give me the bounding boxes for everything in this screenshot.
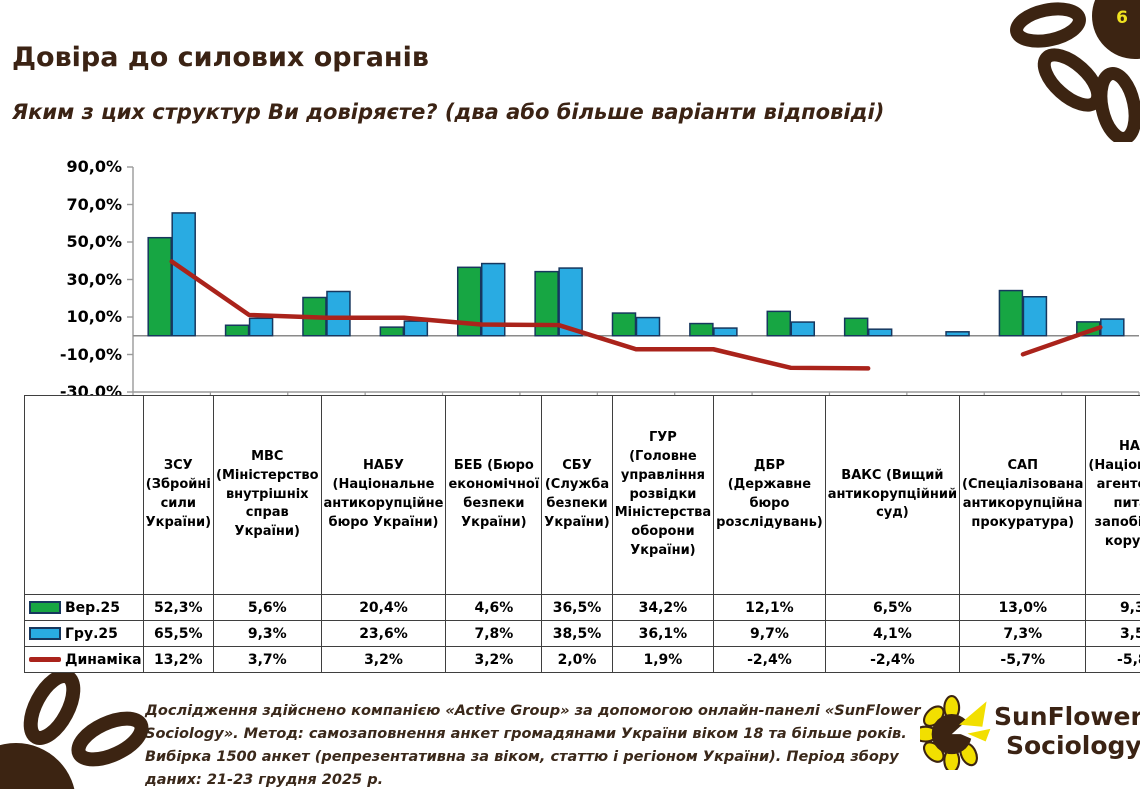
legend-label: Гру.25 — [65, 625, 118, 642]
legend-swatch-blue-bar-icon — [29, 627, 61, 640]
value-cell-1-5: 36,1% — [611, 620, 715, 647]
bar-Гру.25-1 — [248, 317, 274, 337]
value-cell-1-9: 3,5% — [1085, 620, 1140, 647]
value-cell-1-3: 7,8% — [445, 620, 543, 647]
logo-text-line2: Sociology — [1006, 731, 1140, 760]
value-cell-2-7: -2,4% — [824, 646, 961, 673]
bar-Вер.25-0 — [147, 236, 172, 337]
value-cell-2-5: 1,9% — [611, 646, 715, 673]
bar-Вер.25-11 — [998, 289, 1024, 337]
column-header-3: БЕБ (Бюро економічної безпеки України) — [445, 395, 543, 595]
value-cell-0-3: 4,6% — [445, 594, 543, 621]
chart-question-subtitle: Яким з цих структур Ви довіряєте? (два а… — [12, 100, 885, 124]
bar-Вер.25-4 — [456, 266, 482, 337]
bar-Гру.25-10 — [945, 331, 970, 337]
value-cell-0-0: 52,3% — [142, 594, 215, 621]
dynamics-line — [169, 259, 871, 371]
column-header-9: НАЗК (Національне агентство з питань зап… — [1085, 395, 1140, 595]
value-cell-2-9: -5,8% — [1085, 646, 1140, 673]
value-cell-2-1: 3,7% — [213, 646, 322, 673]
value-cell-2-3: 3,2% — [445, 646, 543, 673]
value-cell-0-7: 6,5% — [824, 594, 961, 621]
value-cell-1-4: 38,5% — [541, 620, 613, 647]
bar-Вер.25-5 — [534, 270, 559, 337]
value-cell-2-8: -5,7% — [959, 646, 1087, 673]
flower-decoration-bottom-left — [0, 669, 149, 789]
value-cell-1-8: 7,3% — [959, 620, 1087, 647]
y-axis-tick-label: 70,0% — [66, 194, 122, 214]
bar-Гру.25-7 — [713, 327, 738, 337]
value-cell-1-6: 9,7% — [713, 620, 826, 647]
value-cell-2-2: 3,2% — [320, 646, 447, 673]
column-header-6: ДБР (Державне бюро розслідувань) — [713, 395, 826, 595]
table-row-Динаміка: Динаміка 13,2% 3,7% 3,2% 3,2% 2,0% 1,9% -2,4% -2… — [24, 646, 1140, 673]
bar-Вер.25-3 — [379, 326, 405, 337]
legend-label: Динаміка — [65, 651, 142, 668]
bar-Гру.25-3 — [403, 320, 429, 337]
value-cell-0-1: 5,6% — [213, 594, 322, 621]
legend-swatch-green-bar-icon — [29, 601, 61, 614]
column-header-7: ВАКС (Вищий антикорупційний суд) — [824, 395, 961, 595]
legend-swatch-red-line-icon — [29, 657, 61, 662]
y-axis-tick-label: 90,0% — [66, 157, 122, 176]
value-cell-2-4: 2,0% — [541, 646, 613, 673]
table-row-Гру.25: Гру.25 65,5% 9,3% 23,6% 7,8% 38,5% 36,1% 9,7% 4,… — [24, 620, 1140, 647]
y-axis-tick-label: -10,0% — [59, 344, 122, 364]
column-header-1: МВС (Міністерство внутрішніх справ Украї… — [213, 395, 322, 595]
bar-Гру.25-11 — [1022, 296, 1048, 337]
y-axis-tick-label: 30,0% — [66, 269, 122, 289]
legend-label: Вер.25 — [65, 599, 120, 616]
legend-header-cell — [24, 395, 144, 595]
bar-Гру.25-2 — [326, 290, 351, 337]
bar-Вер.25-12 — [1076, 321, 1101, 337]
bar-Гру.25-6 — [635, 316, 661, 337]
legend-cell: Динаміка — [24, 646, 144, 673]
column-header-2: НАБУ (Національне антикорупційне бюро Ук… — [320, 395, 447, 595]
value-cell-0-9: 9,3% — [1085, 594, 1140, 621]
bar-Гру.25-0 — [171, 212, 196, 337]
y-axis-tick-label: 50,0% — [66, 232, 122, 251]
column-header-0: ЗСУ (Збройні сили України) — [142, 395, 215, 595]
chart-data-table: ЗСУ (Збройні сили України) МВС (Міністерс… — [24, 395, 1140, 673]
bar-Вер.25-1 — [224, 324, 250, 337]
value-cell-1-1: 9,3% — [213, 620, 322, 647]
dynamics-line — [1020, 325, 1103, 357]
y-axis-tick-label: 10,0% — [66, 307, 122, 326]
bar-Вер.25-9 — [843, 317, 869, 337]
value-cell-1-2: 23,6% — [320, 620, 447, 647]
bar-Вер.25-2 — [302, 296, 327, 337]
table-row-Вер.25: Вер.25 52,3% 5,6% 20,4% 4,6% 36,5% 34,2% 12,1% 6… — [24, 594, 1140, 621]
value-cell-2-0: 13,2% — [142, 646, 215, 673]
value-cell-0-8: 13,0% — [959, 594, 1087, 621]
value-cell-0-6: 12,1% — [713, 594, 826, 621]
page-number: 6 — [1116, 8, 1128, 28]
value-cell-0-2: 20,4% — [320, 594, 447, 621]
legend-cell: Вер.25 — [24, 594, 144, 621]
bar-Гру.25-12 — [1100, 318, 1125, 337]
bar-Гру.25-8 — [790, 321, 816, 337]
bar-Вер.25-8 — [766, 310, 792, 337]
column-header-5: ГУР (Головне управління розвідки Міністе… — [611, 395, 715, 595]
methodology-note: Дослідження здійснено компанією «Active … — [145, 703, 921, 788]
column-header-8: САП (Спеціалізована антикорупційна проку… — [959, 395, 1087, 595]
bar-Вер.25-7 — [689, 322, 714, 337]
value-cell-1-7: 4,1% — [824, 620, 961, 647]
value-cell-1-0: 65,5% — [142, 620, 215, 647]
value-cell-0-4: 36,5% — [541, 594, 613, 621]
logo-text-line1: SunFlower — [994, 702, 1140, 732]
bar-Гру.25-9 — [867, 328, 893, 337]
bar-Гру.25-5 — [558, 267, 583, 337]
legend-cell: Гру.25 — [24, 620, 144, 647]
page-title: Довіра до силових органів — [12, 42, 429, 73]
sunflower-sociology-logo: SunFlower Sociology — [920, 694, 1140, 770]
sunflower-logo-icon — [920, 695, 994, 770]
value-cell-2-6: -2,4% — [713, 646, 826, 673]
column-header-4: СБУ (Служба безпеки України) — [541, 395, 613, 595]
bar-Вер.25-6 — [611, 312, 637, 337]
value-cell-0-5: 34,2% — [611, 594, 715, 621]
bar-Гру.25-4 — [480, 262, 506, 337]
